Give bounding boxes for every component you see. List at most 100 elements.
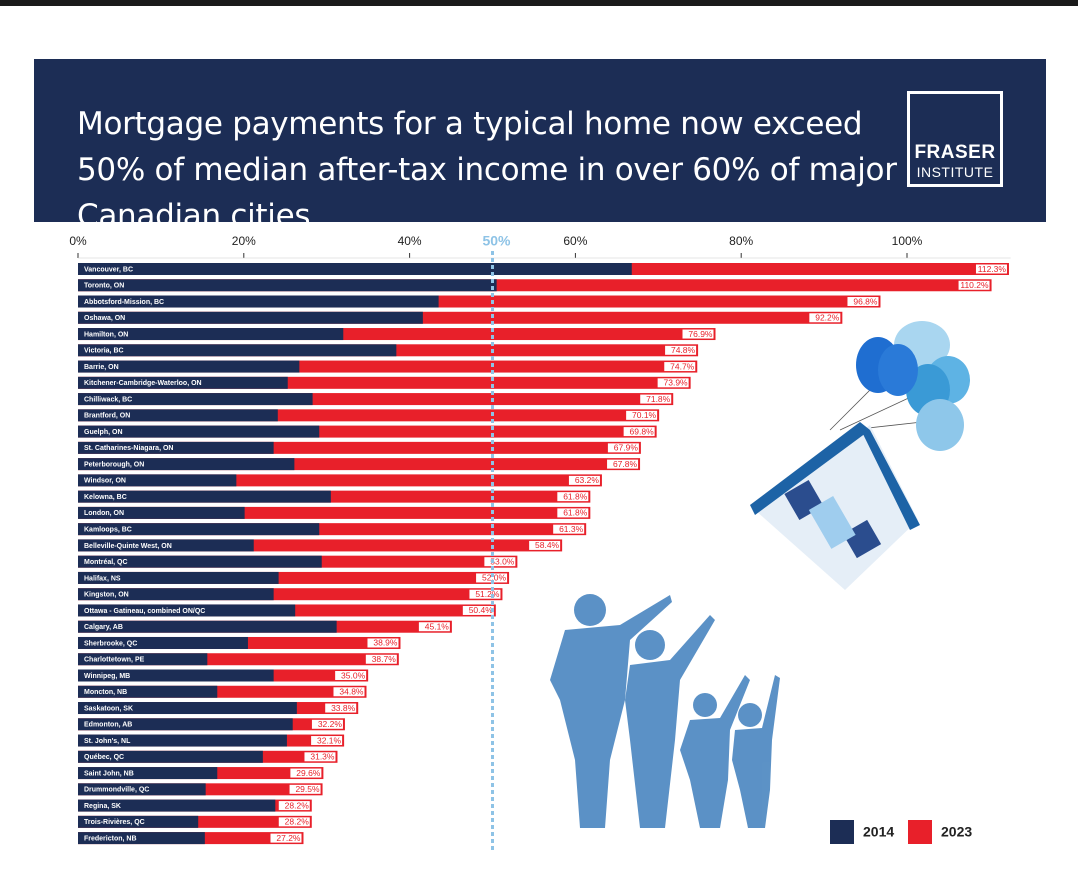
value-label-box — [325, 703, 357, 713]
bar — [78, 360, 300, 373]
value-label-box — [568, 475, 600, 485]
bar — [78, 702, 297, 715]
value-label: 61.3% — [559, 524, 584, 534]
value-label: 27.2% — [276, 833, 301, 843]
category-label: Chilliwack, BC — [84, 396, 132, 403]
value-label-box — [469, 589, 501, 599]
category-label: Windsor, ON — [84, 478, 126, 485]
category-label: Oshawa, ON — [84, 315, 125, 322]
bar — [78, 685, 218, 698]
bar — [78, 718, 293, 731]
illustration — [550, 321, 970, 828]
logo-text: INSTITUTE — [916, 164, 994, 180]
bar — [78, 539, 254, 552]
logo-text: FRASER — [914, 142, 996, 163]
category-label: Abbotsford-Mission, BC — [84, 299, 164, 306]
bar — [78, 799, 276, 812]
category-label: Saint John, NB — [84, 770, 134, 777]
x-tick-label: 80% — [729, 234, 753, 248]
value-label: 29.5% — [295, 784, 320, 794]
bar — [78, 279, 497, 292]
value-label: 33.8% — [331, 703, 356, 713]
category-label: Saskatoon, SK — [84, 705, 133, 712]
value-label: 28.2% — [285, 817, 310, 827]
legend-swatch — [908, 820, 932, 844]
category-label: Regina, SK — [84, 803, 121, 810]
bar — [78, 767, 218, 780]
reference-label: 50% — [482, 233, 511, 249]
category-label: Kelowna, BC — [84, 494, 127, 501]
bar — [78, 295, 439, 308]
value-label-box — [657, 378, 689, 388]
bar — [78, 669, 274, 682]
value-label: 73.9% — [664, 378, 689, 388]
value-label-box — [311, 736, 343, 746]
bar — [78, 620, 337, 633]
value-label-box — [529, 540, 561, 550]
chart-title: Mortgage payments for a typical home now… — [77, 106, 897, 234]
category-label: St. John's, NL — [84, 738, 131, 745]
x-tick-label: 40% — [398, 234, 422, 248]
value-label: 35.0% — [341, 670, 366, 680]
value-label-box — [484, 557, 516, 567]
value-label: 38.9% — [373, 638, 398, 648]
category-label: Barrie, ON — [84, 364, 119, 371]
category-label: Victoria, BC — [84, 348, 124, 355]
category-label: Fredericton, NB — [84, 835, 137, 842]
category-label: Halifax, NS — [84, 575, 121, 582]
bar — [78, 783, 206, 796]
category-label: Belleville-Quinte West, ON — [84, 543, 172, 550]
category-label: Peterborough, ON — [84, 461, 144, 468]
value-label-box — [365, 654, 397, 664]
category-label: Kamloops, BC — [84, 527, 132, 534]
category-label: St. Catharines-Niagara, ON — [84, 445, 173, 452]
value-label: 52.0% — [482, 573, 507, 583]
x-tick-label: 60% — [563, 234, 587, 248]
value-label: 58.4% — [535, 540, 560, 550]
value-label-box — [557, 508, 589, 518]
value-label-box — [607, 443, 639, 453]
value-label: 34.8% — [339, 687, 364, 697]
value-label-box — [809, 313, 841, 323]
logo: FRASER INSTITUTE — [907, 91, 1003, 187]
value-label-box — [665, 345, 697, 355]
value-label-box — [640, 394, 672, 404]
value-label-box — [958, 280, 990, 290]
category-label: Moncton, NB — [84, 689, 127, 696]
bar — [78, 555, 322, 568]
value-label: 31.3% — [310, 752, 335, 762]
value-label: 38.7% — [372, 654, 397, 664]
bar — [78, 653, 208, 666]
value-label: 69.8% — [630, 426, 655, 436]
value-label-box — [553, 524, 585, 534]
bar — [78, 490, 331, 503]
bar — [78, 263, 632, 275]
legend-swatch — [830, 820, 854, 844]
value-label-box — [462, 605, 494, 615]
category-label: Vancouver, BC — [84, 266, 133, 273]
value-label-box — [270, 833, 302, 843]
bar — [78, 474, 237, 487]
value-label: 71.8% — [646, 394, 671, 404]
category-label: Toronto, ON — [84, 283, 124, 290]
value-label: 61.8% — [563, 491, 588, 501]
value-label: 74.8% — [671, 345, 696, 355]
value-label-box — [304, 752, 336, 762]
value-label-box — [367, 638, 399, 648]
category-label: Québec, QC — [84, 754, 124, 761]
bar — [78, 750, 263, 763]
value-label: 96.8% — [853, 296, 878, 306]
value-label-box — [311, 719, 343, 729]
value-label: 53.0% — [490, 556, 515, 566]
x-tick-label: 0% — [69, 234, 87, 248]
value-label: 92.2% — [815, 313, 840, 323]
value-label-box — [557, 492, 589, 502]
bar — [78, 393, 313, 406]
x-tick-label: 20% — [232, 234, 256, 248]
value-label: 67.8% — [613, 459, 638, 469]
bar — [78, 425, 320, 438]
value-label-box — [333, 687, 365, 697]
bar — [78, 311, 423, 324]
